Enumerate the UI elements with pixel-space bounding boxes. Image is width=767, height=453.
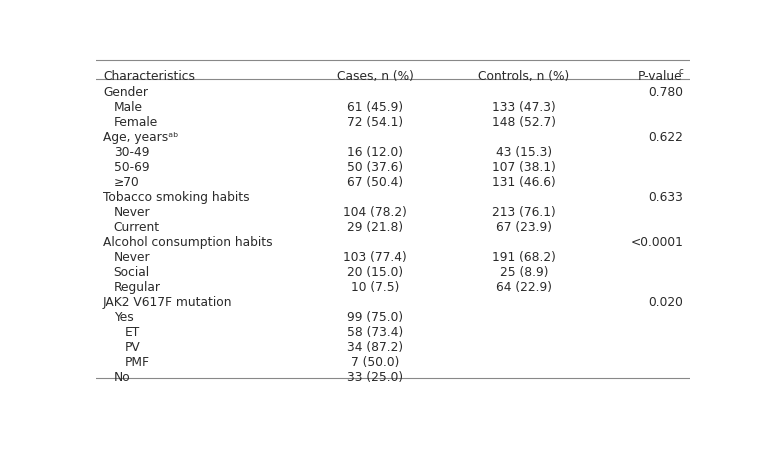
Text: 43 (15.3): 43 (15.3) [495, 146, 552, 159]
Text: 0.633: 0.633 [648, 191, 683, 204]
Text: Never: Never [114, 251, 150, 264]
Text: PMF: PMF [124, 356, 150, 369]
Text: 61 (45.9): 61 (45.9) [347, 101, 403, 114]
Text: 67 (50.4): 67 (50.4) [347, 176, 403, 189]
Text: Gender: Gender [103, 86, 148, 99]
Text: 16 (12.0): 16 (12.0) [347, 146, 403, 159]
Text: 29 (21.8): 29 (21.8) [347, 221, 403, 234]
Text: 33 (25.0): 33 (25.0) [347, 371, 403, 384]
Text: 191 (68.2): 191 (68.2) [492, 251, 556, 264]
Text: ET: ET [124, 326, 140, 339]
Text: Never: Never [114, 206, 150, 219]
Text: 213 (76.1): 213 (76.1) [492, 206, 556, 219]
Text: 0.020: 0.020 [648, 296, 683, 309]
Text: ≥70: ≥70 [114, 176, 140, 189]
Text: 58 (73.4): 58 (73.4) [347, 326, 403, 339]
Text: Alcohol consumption habits: Alcohol consumption habits [103, 236, 272, 249]
Text: 72 (54.1): 72 (54.1) [347, 116, 403, 129]
Text: 64 (22.9): 64 (22.9) [495, 281, 552, 294]
Text: 0.622: 0.622 [648, 131, 683, 144]
Text: PV: PV [124, 341, 140, 354]
Text: 104 (78.2): 104 (78.2) [344, 206, 407, 219]
Text: 25 (8.9): 25 (8.9) [499, 266, 548, 279]
Text: 133 (47.3): 133 (47.3) [492, 101, 556, 114]
Text: Male: Male [114, 101, 143, 114]
Text: <0.0001: <0.0001 [630, 236, 683, 249]
Text: 131 (46.6): 131 (46.6) [492, 176, 556, 189]
Text: 7 (50.0): 7 (50.0) [351, 356, 400, 369]
Text: 67 (23.9): 67 (23.9) [495, 221, 552, 234]
Text: 34 (87.2): 34 (87.2) [347, 341, 403, 354]
Text: Regular: Regular [114, 281, 161, 294]
Text: JAK2 V617F mutation: JAK2 V617F mutation [103, 296, 232, 309]
Text: Current: Current [114, 221, 160, 234]
Text: 10 (7.5): 10 (7.5) [351, 281, 400, 294]
Text: Controls, n (%): Controls, n (%) [479, 70, 569, 83]
Text: c: c [678, 67, 683, 76]
Text: Tobacco smoking habits: Tobacco smoking habits [103, 191, 249, 204]
Text: Social: Social [114, 266, 150, 279]
Text: 20 (15.0): 20 (15.0) [347, 266, 403, 279]
Text: Female: Female [114, 116, 158, 129]
Text: 50-69: 50-69 [114, 161, 150, 174]
Text: 99 (75.0): 99 (75.0) [347, 311, 403, 324]
Text: Yes: Yes [114, 311, 133, 324]
Text: 107 (38.1): 107 (38.1) [492, 161, 556, 174]
Text: Characteristics: Characteristics [103, 70, 195, 83]
Text: 148 (52.7): 148 (52.7) [492, 116, 556, 129]
Text: 103 (77.4): 103 (77.4) [344, 251, 407, 264]
Text: Age, yearsᵃᵇ: Age, yearsᵃᵇ [103, 131, 179, 144]
Text: 50 (37.6): 50 (37.6) [347, 161, 403, 174]
Text: No: No [114, 371, 130, 384]
Text: 0.780: 0.780 [648, 86, 683, 99]
Text: Cases, n (%): Cases, n (%) [337, 70, 413, 83]
Text: P-value: P-value [637, 70, 682, 83]
Text: 30-49: 30-49 [114, 146, 150, 159]
